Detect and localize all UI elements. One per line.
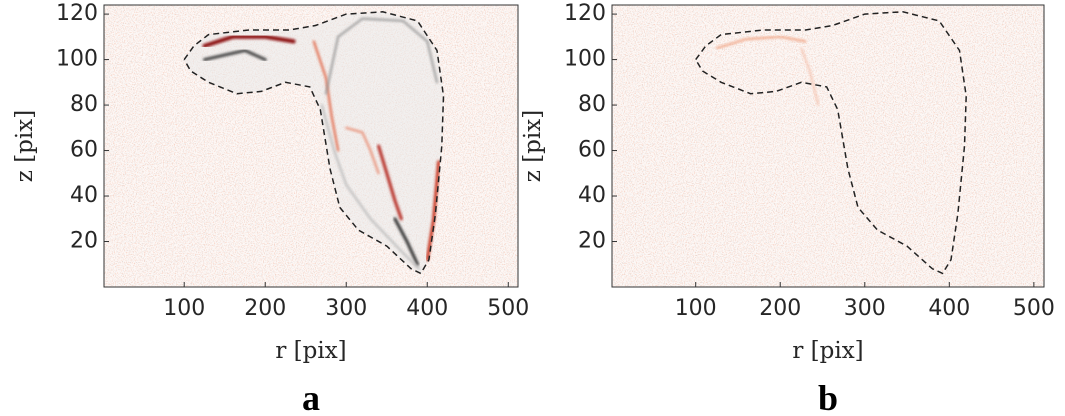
x-axis-label: r [pix] [275,338,346,364]
x-tick-label: 200 [244,296,286,321]
x-tick-label: 300 [325,296,367,321]
x-tick-label: 100 [675,296,717,321]
x-tick-label: 400 [406,296,448,321]
y-axis-label: z [pix] [520,110,546,182]
y-tick-label: 100 [56,47,98,72]
streak [715,35,807,50]
contour [695,11,967,275]
y-tick-label: 60 [70,138,98,163]
streak [325,17,438,95]
shape-fill [184,11,444,274]
y-tick-label: 20 [578,229,606,254]
x-tick-label: 500 [487,296,529,321]
y-tick-label: 60 [578,138,606,163]
panel: 100 200 300 400 500 20 40 60 80 100 120 r [pix] z [p… [12,1,529,416]
contour [183,11,445,275]
streak [202,34,296,48]
streak [393,217,419,266]
streak [312,40,340,152]
streak [377,144,403,221]
x-tick-label: 400 [928,296,970,321]
y-tick-label: 80 [578,92,606,117]
streak [203,48,267,62]
y-tick-label: 40 [578,183,606,208]
y-tick-label: 120 [564,1,606,26]
axes-box [611,4,1045,288]
panel: 100 200 300 400 500 20 40 60 80 100 120 r [pix] z [p… [520,1,1055,416]
x-tick-label: 100 [163,296,205,321]
panel-label: a [302,378,320,416]
y-tick-label: 100 [564,47,606,72]
panel-label: b [818,378,838,416]
y-tick-label: 120 [56,1,98,26]
streak [800,47,820,106]
y-tick-label: 20 [70,229,98,254]
x-tick-label: 200 [759,296,801,321]
x-axis-label: r [pix] [792,338,863,364]
x-tick-label: 300 [844,296,886,321]
heatmap-noise-gray [612,5,1044,287]
y-tick-label: 40 [70,183,98,208]
streak [425,160,441,262]
axes-box [103,4,519,288]
y-axis-label: z [pix] [12,110,38,182]
streak [320,104,421,270]
y-tick-label: 80 [70,92,98,117]
x-tick-label: 500 [1013,296,1055,321]
streak [345,126,380,175]
